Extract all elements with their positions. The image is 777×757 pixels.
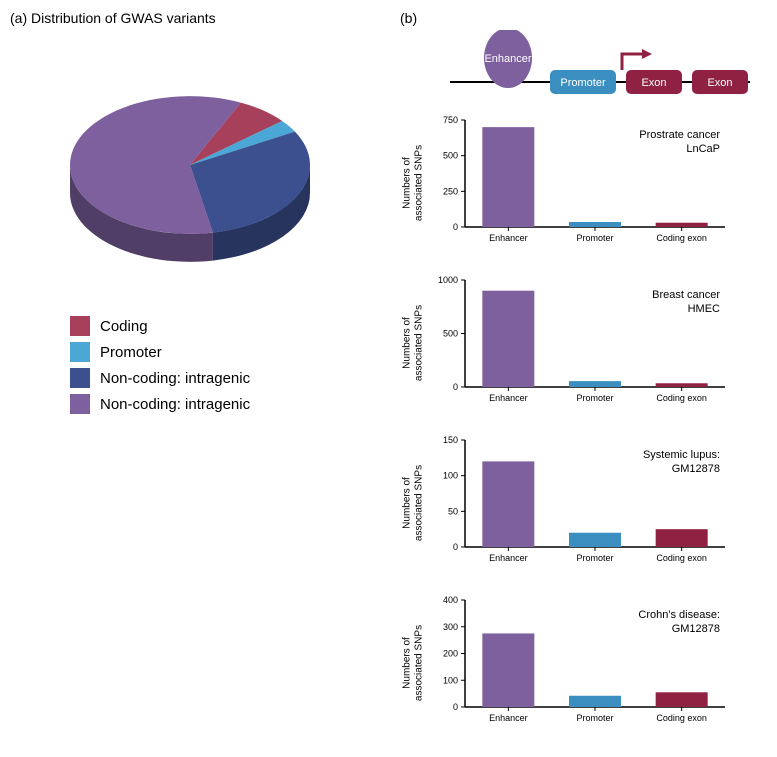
svg-text:50: 50 — [448, 506, 458, 516]
chart-title: Crohn's disease:GM12878 — [638, 608, 720, 637]
svg-text:0: 0 — [453, 222, 458, 232]
legend-label: Promoter — [100, 344, 162, 361]
chart-title: Breast cancerHMEC — [652, 288, 720, 317]
panel-a-title: Distribution of GWAS variants — [31, 10, 216, 26]
svg-text:Enhancer: Enhancer — [484, 53, 531, 65]
svg-text:Promoter: Promoter — [576, 553, 613, 563]
bar-chart: Numbers ofassociated SNPsSystemic lupus:… — [410, 430, 740, 575]
panel-a-label: (a) — [10, 10, 27, 26]
legend-label: Non-coding: intragenic — [100, 396, 250, 413]
svg-text:Coding exon: Coding exon — [656, 553, 707, 563]
bar-chart: Numbers ofassociated SNPsBreast cancerHM… — [410, 270, 740, 415]
svg-text:Promoter: Promoter — [576, 713, 613, 723]
svg-text:200: 200 — [443, 649, 458, 659]
svg-text:Promoter: Promoter — [576, 393, 613, 403]
legend-item: Promoter — [70, 342, 250, 362]
panel-a-heading: (a) Distribution of GWAS variants — [10, 10, 216, 26]
legend-item: Non-coding: intragenic — [70, 368, 250, 388]
chart-title: Prostrate cancerLnCaP — [639, 128, 720, 157]
svg-text:Exon: Exon — [707, 77, 732, 89]
svg-text:0: 0 — [453, 382, 458, 392]
svg-text:1000: 1000 — [438, 275, 458, 285]
gene-diagram: Enhancer Promoter Exon Exon — [450, 30, 750, 100]
legend-swatch — [70, 394, 90, 414]
bar-chart: Numbers ofassociated SNPsCrohn's disease… — [410, 590, 740, 735]
svg-text:300: 300 — [443, 622, 458, 632]
legend-label: Non-coding: intragenic — [100, 370, 250, 387]
svg-text:Promoter: Promoter — [560, 77, 606, 89]
chart-title: Systemic lupus:GM12878 — [643, 448, 720, 477]
svg-text:Promoter: Promoter — [576, 233, 613, 243]
svg-text:Coding exon: Coding exon — [656, 713, 707, 723]
svg-text:0: 0 — [453, 542, 458, 552]
legend-item: Coding — [70, 316, 250, 336]
legend-swatch — [70, 342, 90, 362]
legend-swatch — [70, 316, 90, 336]
svg-text:400: 400 — [443, 595, 458, 605]
svg-text:0: 0 — [453, 702, 458, 712]
panel-b-label: (b) — [400, 10, 417, 26]
legend-label: Coding — [100, 318, 148, 335]
svg-text:Coding exon: Coding exon — [656, 393, 707, 403]
svg-text:Exon: Exon — [641, 77, 666, 89]
y-axis-label: Numbers ofassociated SNPs — [402, 448, 425, 558]
legend-swatch — [70, 368, 90, 388]
svg-text:Enhancer: Enhancer — [489, 713, 528, 723]
y-axis-label: Numbers ofassociated SNPs — [402, 608, 425, 718]
svg-text:500: 500 — [443, 329, 458, 339]
svg-text:Coding exon: Coding exon — [656, 233, 707, 243]
y-axis-label: Numbers ofassociated SNPs — [402, 288, 425, 398]
pie-chart — [50, 65, 330, 285]
bar-chart: Numbers ofassociated SNPsProstrate cance… — [410, 110, 740, 255]
svg-text:100: 100 — [443, 675, 458, 685]
legend-item: Non-coding: intragenic — [70, 394, 250, 414]
svg-text:Enhancer: Enhancer — [489, 393, 528, 403]
svg-text:Enhancer: Enhancer — [489, 553, 528, 563]
svg-text:150: 150 — [443, 435, 458, 445]
svg-text:750: 750 — [443, 115, 458, 125]
svg-text:100: 100 — [443, 471, 458, 481]
svg-text:Enhancer: Enhancer — [489, 233, 528, 243]
svg-text:500: 500 — [443, 151, 458, 161]
y-axis-label: Numbers ofassociated SNPs — [402, 128, 425, 238]
pie-legend: Coding Promoter Non-coding: intragenic Non-… — [70, 310, 250, 420]
svg-text:250: 250 — [443, 186, 458, 196]
